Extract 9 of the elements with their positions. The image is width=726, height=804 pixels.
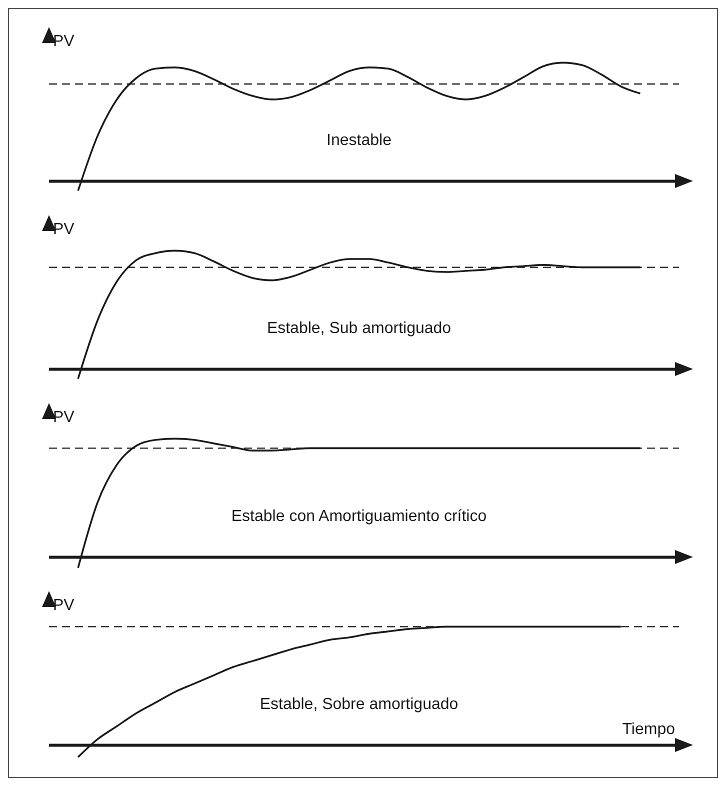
y-axis-title: PV (53, 33, 74, 51)
y-axis-title: PV (53, 597, 74, 615)
x-axis-title: Tiempo (622, 721, 675, 740)
annotation: Estable, Sobre amortiguado (258, 696, 460, 714)
annotation: Estable con Amortiguamiento crítico (230, 508, 488, 526)
annotation: Inestable (326, 132, 392, 150)
annotation: Estable, Sub amortiguado (266, 320, 452, 338)
y-axis-title: PV (53, 409, 74, 427)
y-axis-title: PV (53, 221, 74, 239)
